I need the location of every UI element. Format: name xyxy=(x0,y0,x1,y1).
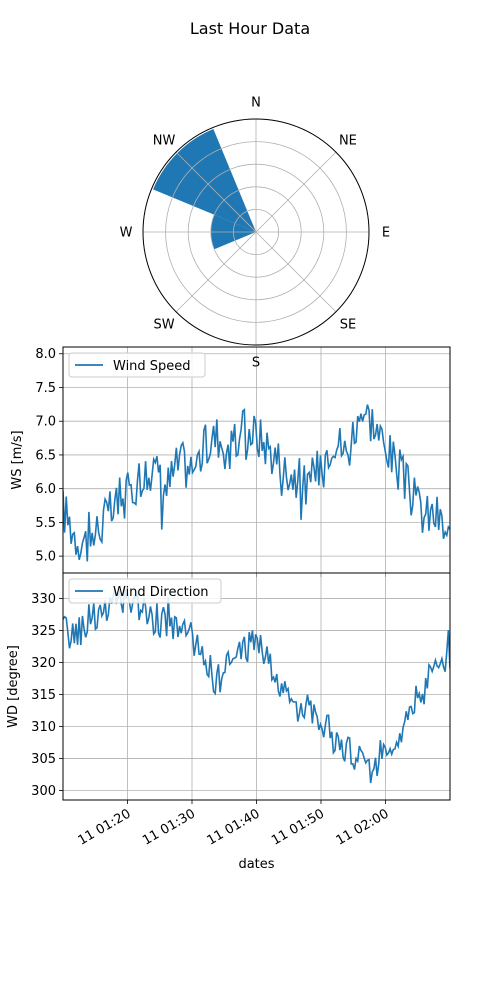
direction-label-ne: NE xyxy=(339,134,357,149)
angular-gridline-3 xyxy=(255,231,337,313)
figure-title: Last Hour Data xyxy=(190,19,310,38)
wd-x-tick-label-1: 11 01:30 xyxy=(140,806,198,848)
direction-label-s: S xyxy=(252,356,260,371)
wd-x-tick-label-4: 11 02:00 xyxy=(334,806,392,848)
ws-y-tick-label-2: 6.0 xyxy=(35,482,56,497)
ws-y-tick-label-1: 5.5 xyxy=(35,516,56,531)
ws-series-line xyxy=(63,404,450,562)
wd-y-tick-label-5: 325 xyxy=(31,624,56,639)
wd-legend xyxy=(68,578,222,604)
ws-y-tick-label-0: 5.0 xyxy=(35,550,56,565)
direction-label-se: SE xyxy=(340,317,356,332)
wd-x-tick-label-2: 11 01:40 xyxy=(205,806,263,848)
wd-y-tick-label-6: 330 xyxy=(31,592,56,607)
ws-y-tick-label-5: 7.5 xyxy=(35,381,56,396)
wd-x-tick-label-3: 11 01:50 xyxy=(269,806,327,848)
direction-label-nw: NW xyxy=(153,134,176,149)
wd-y-tick-label-2: 310 xyxy=(31,720,56,735)
direction-label-e: E xyxy=(382,226,390,241)
direction-label-sw: SW xyxy=(154,317,175,332)
direction-label-w: W xyxy=(120,226,133,241)
wd-axes-frame xyxy=(62,572,451,801)
ws-y-axis-label: WS [m/s] xyxy=(10,430,25,489)
wind-speed-chart: 5.0 5.5 6.0 6.5 7.0 7.5 8.0 Wind Speed WS [m/s] xyxy=(10,346,451,577)
wd-y-tick-label-1: 305 xyxy=(31,752,56,767)
wd-x-tick-label-0: 11 01:20 xyxy=(76,806,134,848)
wd-y-tick-label-3: 315 xyxy=(31,688,56,703)
wd-y-tick-label-0: 300 xyxy=(31,784,56,799)
angular-gridline-7 xyxy=(175,151,257,233)
ws-legend xyxy=(68,352,206,378)
ws-legend-label: Wind Speed xyxy=(113,359,191,374)
angular-gridline-5 xyxy=(175,231,257,313)
ws-y-tick-label-3: 6.5 xyxy=(35,448,56,463)
ws-y-tick-label-4: 7.0 xyxy=(35,415,56,430)
ws-y-tick-label-6: 8.0 xyxy=(35,347,56,362)
wind-direction-chart: 300 305 310 315 320 325 330 Wind Direction WD [d… xyxy=(6,572,451,872)
direction-label-n: N xyxy=(251,96,261,111)
wd-y-tick-label-4: 320 xyxy=(31,656,56,671)
wd-legend-label: Wind Direction xyxy=(113,585,209,600)
wind-rose-chart: N NE E SE S SW W NW xyxy=(120,96,391,371)
wind-rose-frame xyxy=(142,118,370,346)
wd-y-axis-label: WD [degree] xyxy=(6,645,21,728)
wd-x-axis-label: dates xyxy=(238,857,274,872)
angular-gridline-1 xyxy=(255,151,337,233)
